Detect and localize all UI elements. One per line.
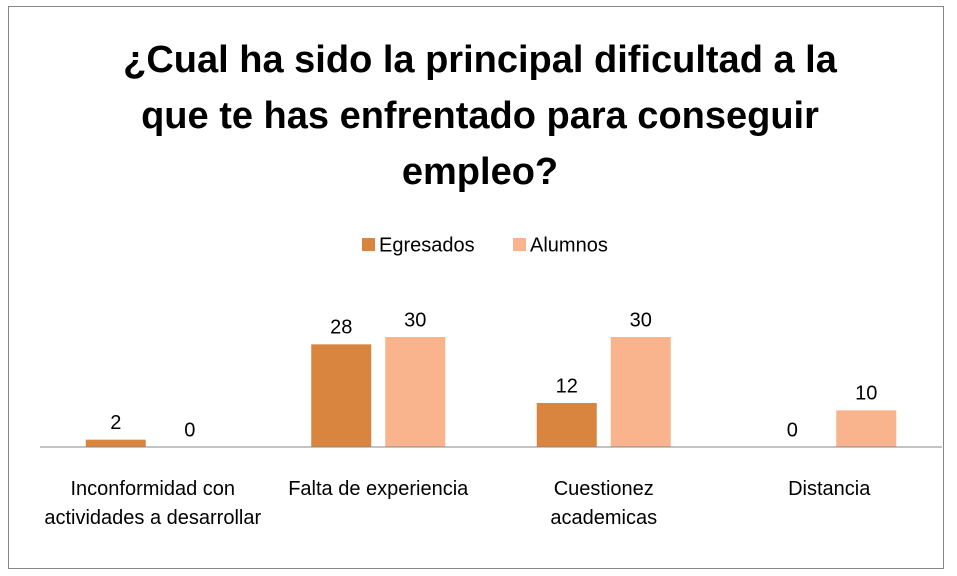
bar bbox=[536, 403, 597, 447]
data-label: 30 bbox=[404, 309, 426, 331]
chart-title: ¿Cual ha sido la principal dificultad a … bbox=[123, 39, 837, 193]
bar bbox=[836, 410, 897, 447]
x-tick-label: Cuestionez academicas bbox=[550, 478, 658, 529]
bar bbox=[311, 344, 372, 447]
bar bbox=[85, 439, 146, 447]
bar bbox=[610, 337, 671, 447]
bar bbox=[385, 337, 446, 447]
legend-label: Egresados bbox=[379, 234, 475, 256]
data-label: 0 bbox=[184, 419, 195, 441]
data-label: 30 bbox=[630, 309, 652, 331]
x-tick-label: Inconformidad con actividades a desarrol… bbox=[44, 478, 262, 529]
data-label: 28 bbox=[330, 317, 352, 339]
legend-swatch bbox=[362, 238, 375, 251]
legend-swatch bbox=[513, 238, 526, 251]
x-tick-label: Distancia bbox=[788, 478, 871, 500]
data-label: 12 bbox=[556, 375, 578, 397]
x-tick-label: Falta de experiencia bbox=[288, 478, 469, 500]
chart-frame bbox=[8, 6, 944, 569]
legend-label: Alumnos bbox=[530, 234, 608, 256]
data-label: 2 bbox=[110, 412, 121, 434]
data-label: 10 bbox=[855, 383, 877, 405]
data-label: 0 bbox=[787, 419, 798, 441]
